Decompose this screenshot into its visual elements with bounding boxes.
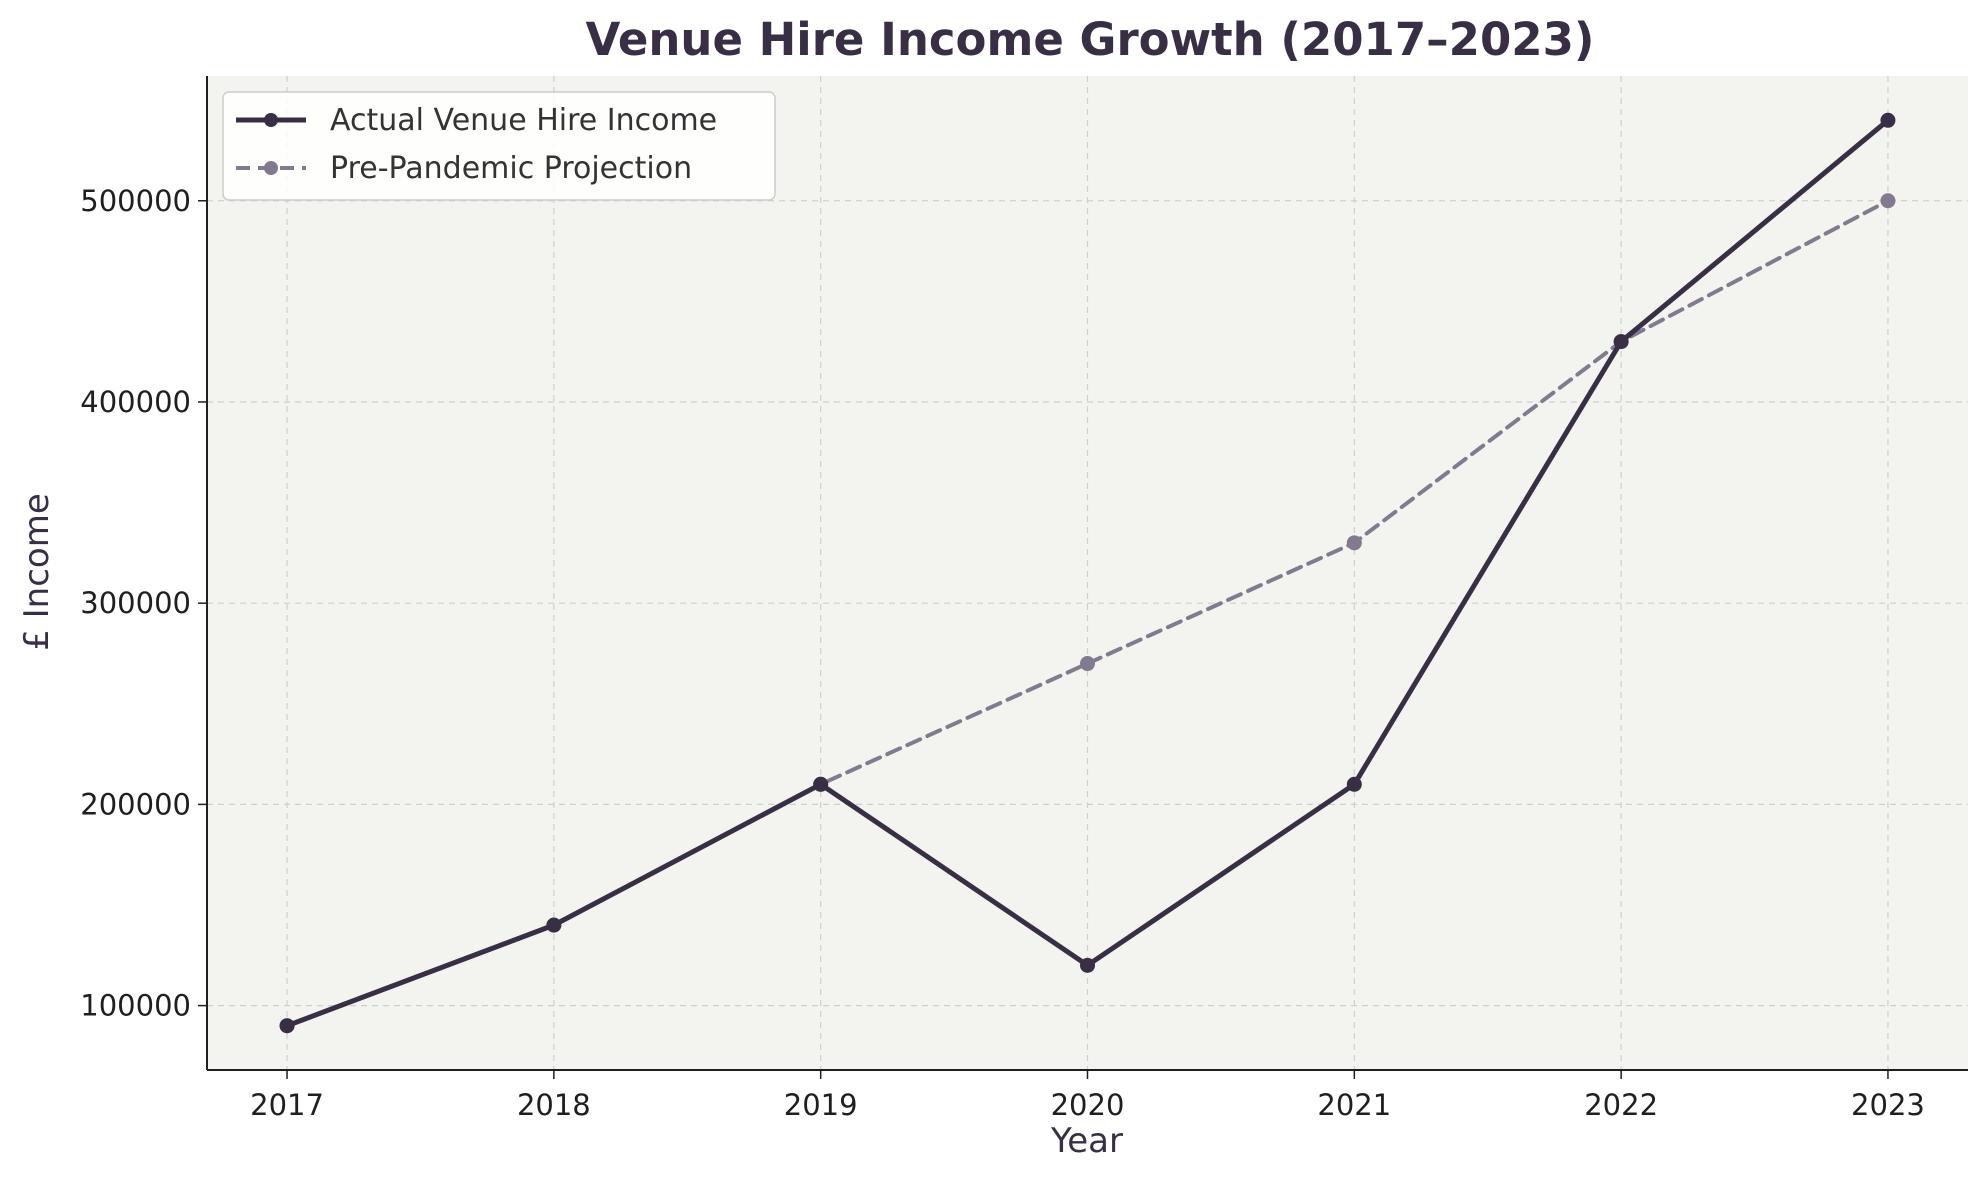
data-point-projection bbox=[1880, 193, 1896, 209]
x-tick-label: 2018 bbox=[517, 1088, 591, 1122]
data-point-actual bbox=[1613, 334, 1629, 350]
legend-marker-projection bbox=[264, 161, 278, 175]
data-point-actual bbox=[1080, 957, 1095, 973]
legend-label-projection: Pre-Pandemic Projection bbox=[330, 151, 692, 186]
data-point-projection bbox=[1346, 535, 1362, 551]
legend-box bbox=[222, 91, 776, 201]
x-tick-label: 2017 bbox=[250, 1088, 324, 1122]
x-tick-label: 2023 bbox=[1851, 1088, 1925, 1122]
legend-label-actual: Actual Venue Hire Income bbox=[330, 103, 717, 138]
chart-title: Venue Hire Income Growth (2017–2023) bbox=[585, 13, 1594, 66]
x-axis-label: Year bbox=[1050, 1121, 1123, 1161]
axes bbox=[198, 76, 1968, 1079]
grid bbox=[207, 76, 1968, 1070]
y-tick-label: 500000 bbox=[80, 184, 191, 218]
legend-marker-actual bbox=[264, 113, 278, 127]
data-point-actual bbox=[546, 917, 562, 933]
data-point-actual bbox=[279, 1018, 295, 1034]
x-tick-label: 2022 bbox=[1584, 1088, 1658, 1122]
legend: Actual Venue Hire Income Pre-Pandemic Pr… bbox=[222, 91, 776, 201]
data-point-actual bbox=[1346, 776, 1362, 792]
tick-labels: 2017 2018 2019 2020 2021 2022 2023 100000 200000… bbox=[80, 184, 1925, 1122]
y-tick-label: 200000 bbox=[80, 787, 191, 821]
x-tick-label: 2019 bbox=[784, 1088, 858, 1122]
series-layer bbox=[279, 112, 1896, 1034]
x-tick-label: 2020 bbox=[1051, 1088, 1125, 1122]
y-tick-label: 300000 bbox=[80, 586, 191, 620]
y-axis-label: £ Income bbox=[17, 493, 57, 651]
data-point-actual bbox=[1880, 112, 1896, 128]
data-point-projection bbox=[1080, 656, 1095, 672]
data-point-actual bbox=[813, 776, 829, 792]
x-tick-label: 2021 bbox=[1317, 1088, 1391, 1122]
y-tick-label: 400000 bbox=[80, 385, 191, 419]
y-tick-label: 100000 bbox=[80, 989, 191, 1023]
